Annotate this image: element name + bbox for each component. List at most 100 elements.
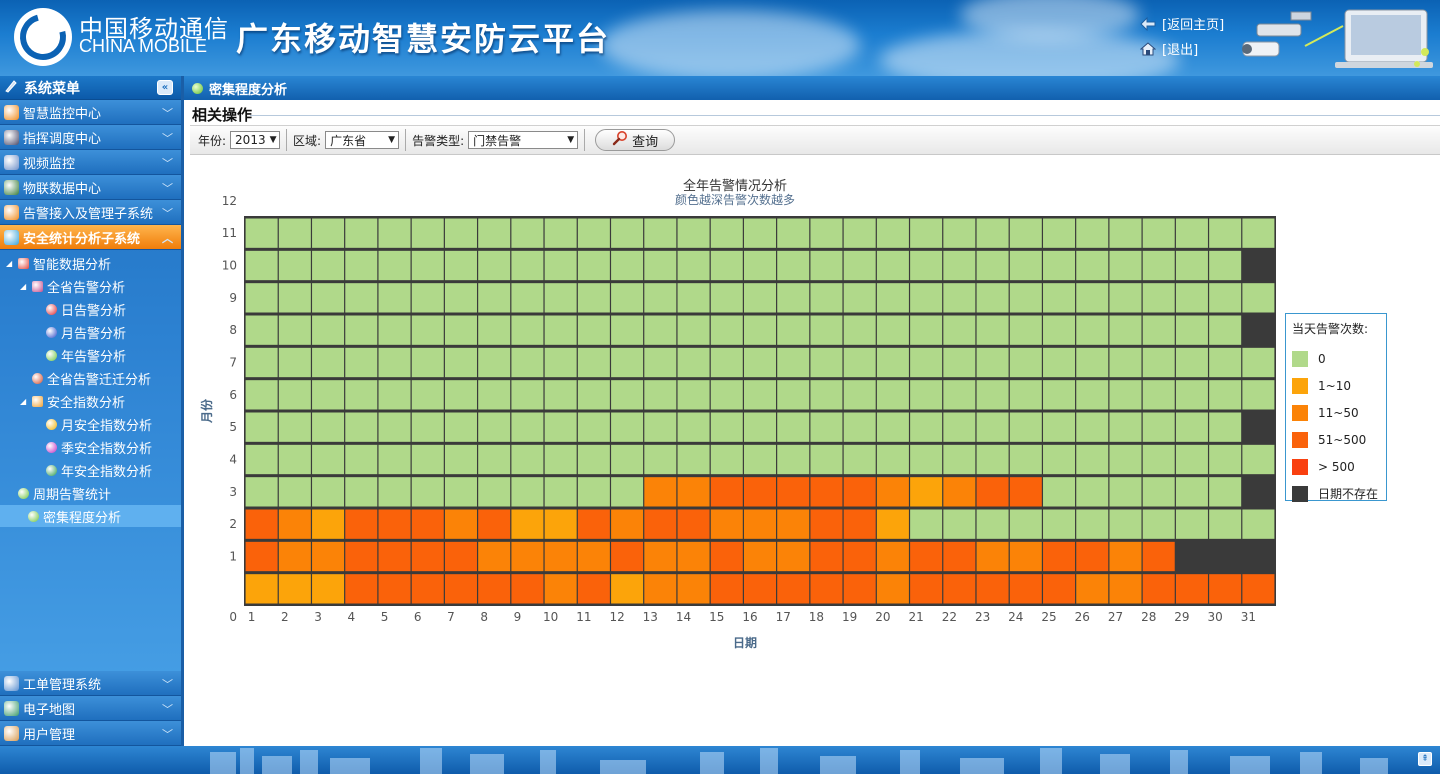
sidebar-item-map[interactable]: 电子地图 ﹀ [0,696,181,721]
y-tick-label: 0 [229,610,237,624]
alarm-type-select[interactable]: 门禁告警 ▼ [468,131,579,149]
tree-item-year-alarm[interactable]: 年告警分析 [46,344,126,366]
tree-item-month-index[interactable]: 月安全指数分析 [46,413,152,435]
heatmap-cell [1076,218,1109,248]
video-monitor-icon [4,154,19,170]
tab-density-analysis[interactable]: 密集程度分析 [209,82,288,98]
sidebar-item-monitor-center[interactable]: 智慧监控中心 ﹀ [0,100,181,125]
heatmap-cell [511,250,544,281]
tree-item-migration-analysis[interactable]: 全省告警迁迁分析 [20,367,151,389]
x-tick-label: 3 [314,610,322,624]
heatmap-cell [345,380,378,410]
heatmap-cell [1142,412,1175,442]
sidebar-item-dispatch[interactable]: 指挥调度中心 ﹀ [0,125,181,150]
heatmap-cell [577,509,610,539]
heatmap-cell [611,218,644,248]
heatmap-cell [245,283,278,313]
header-banner: 中国移动通信 CHINA MOBILE 广东移动智慧安防云平台 [返回主页] [… [0,0,1440,76]
heatmap-cell [411,541,444,572]
heatmap-cell [1142,541,1175,572]
heatmap-cell [743,283,777,313]
heatmap-cell [1076,541,1109,572]
heatmap-cell [677,574,710,604]
heatmap-cell [1009,444,1042,475]
back-home-link[interactable]: [返回主页] [1140,14,1224,33]
heatmap-cell [511,541,544,572]
heatmap-cell [1242,347,1275,378]
tree-item-year-index[interactable]: 年安全指数分析 [46,459,152,481]
heatmap-cell [644,477,677,507]
heatmap-cell [577,315,610,345]
tree-item-safety-index[interactable]: ◢ 安全指数分析 [20,390,125,412]
tree-item-label: 周期告警统计 [33,487,112,503]
sidebar-item-video-monitor[interactable]: 视频监控 ﹀ [0,150,181,175]
heatmap-cell [777,477,810,507]
heatmap-cell [1109,380,1142,410]
logout-link[interactable]: [退出] [1139,39,1198,58]
province-alarm-icon [32,280,43,292]
density-analysis-icon [28,510,39,522]
sidebar-item-security-stats[interactable]: 安全统计分析子系统 ︿ [0,225,181,250]
scroll-top-button[interactable]: ⇞ [1418,752,1432,766]
heatmap-cell [577,283,610,313]
heatmap-cell [910,574,943,604]
heatmap-cell [411,283,444,313]
heatmap-cell [611,380,644,410]
heatmap-cell [278,477,311,507]
tree-item-smart-analysis[interactable]: ◢ 智能数据分析 [6,252,111,274]
heatmap-cell [677,347,710,378]
expand-toggle-icon[interactable]: ◢ [20,396,27,406]
heatmap-cell [478,380,511,410]
heatmap-cell [1043,477,1076,507]
heatmap-cell [810,509,843,539]
heatmap-cell [1209,412,1242,442]
heatmap-cell [411,347,444,378]
heatmap-cell [843,477,876,507]
legend-label: 0 [1318,351,1326,366]
expand-toggle-icon[interactable]: ◢ [20,281,27,291]
heatmap-cell [777,541,810,572]
heatmap-cell [1142,477,1175,507]
collapse-sidebar-button[interactable]: « [157,80,173,95]
heatmap-cell [710,380,743,410]
tree-item-month-alarm[interactable]: 月告警分析 [46,321,126,343]
heatmap-cell [943,315,976,345]
y-tick-label: 6 [229,388,237,402]
heatmap-cell [1209,574,1242,604]
expand-toggle-icon[interactable]: ◢ [6,258,13,268]
chevron-down-icon: ﹀ [162,157,173,170]
heatmap-cell [577,541,610,572]
heatmap-cell [312,509,345,539]
x-axis-label: 日期 [733,635,757,650]
sidebar-item-alarm-access[interactable]: 告警接入及管理子系统 ﹀ [0,200,181,225]
region-select[interactable]: 广东省 ▼ [325,131,400,149]
year-select[interactable]: 2013 ▼ [230,131,281,149]
heatmap-cell [511,347,544,378]
sidebar-item-iot-data[interactable]: 物联数据中心 ﹀ [0,175,181,200]
heatmap-cell [1109,315,1142,345]
heatmap-cell [411,477,444,507]
heatmap-cell [611,412,644,442]
heatmap-cell [943,250,976,281]
heatmap-cell [943,444,976,475]
tree-item-day-alarm[interactable]: 日告警分析 [46,298,126,320]
heatmap-cell [777,574,810,604]
heatmap-cell [345,347,378,378]
heatmap-cell [876,283,909,313]
heatmap-cell [677,541,710,572]
heatmap-cell [478,283,511,313]
chart-title: 全年告警情况分析 [682,179,787,194]
heatmap-cell [876,574,909,604]
query-button[interactable]: 查询 [595,129,676,151]
tree-item-density-analysis[interactable]: 密集程度分析 [0,505,181,527]
sidebar-item-work-order[interactable]: 工单管理系统 ﹀ [0,671,181,696]
heatmap-cell [378,380,411,410]
heatmap-cell [312,541,345,572]
tree-item-quarter-index[interactable]: 季安全指数分析 [46,436,152,458]
heatmap-cell [245,477,278,507]
section-divider [250,115,1440,116]
tree-item-period-alarm[interactable]: 周期告警统计 [6,482,111,504]
tree-item-province-alarm[interactable]: ◢ 全省告警分析 [20,275,125,297]
sidebar-item-user-manage[interactable]: 用户管理 ﹀ [0,721,181,746]
heatmap-cell [444,218,477,248]
